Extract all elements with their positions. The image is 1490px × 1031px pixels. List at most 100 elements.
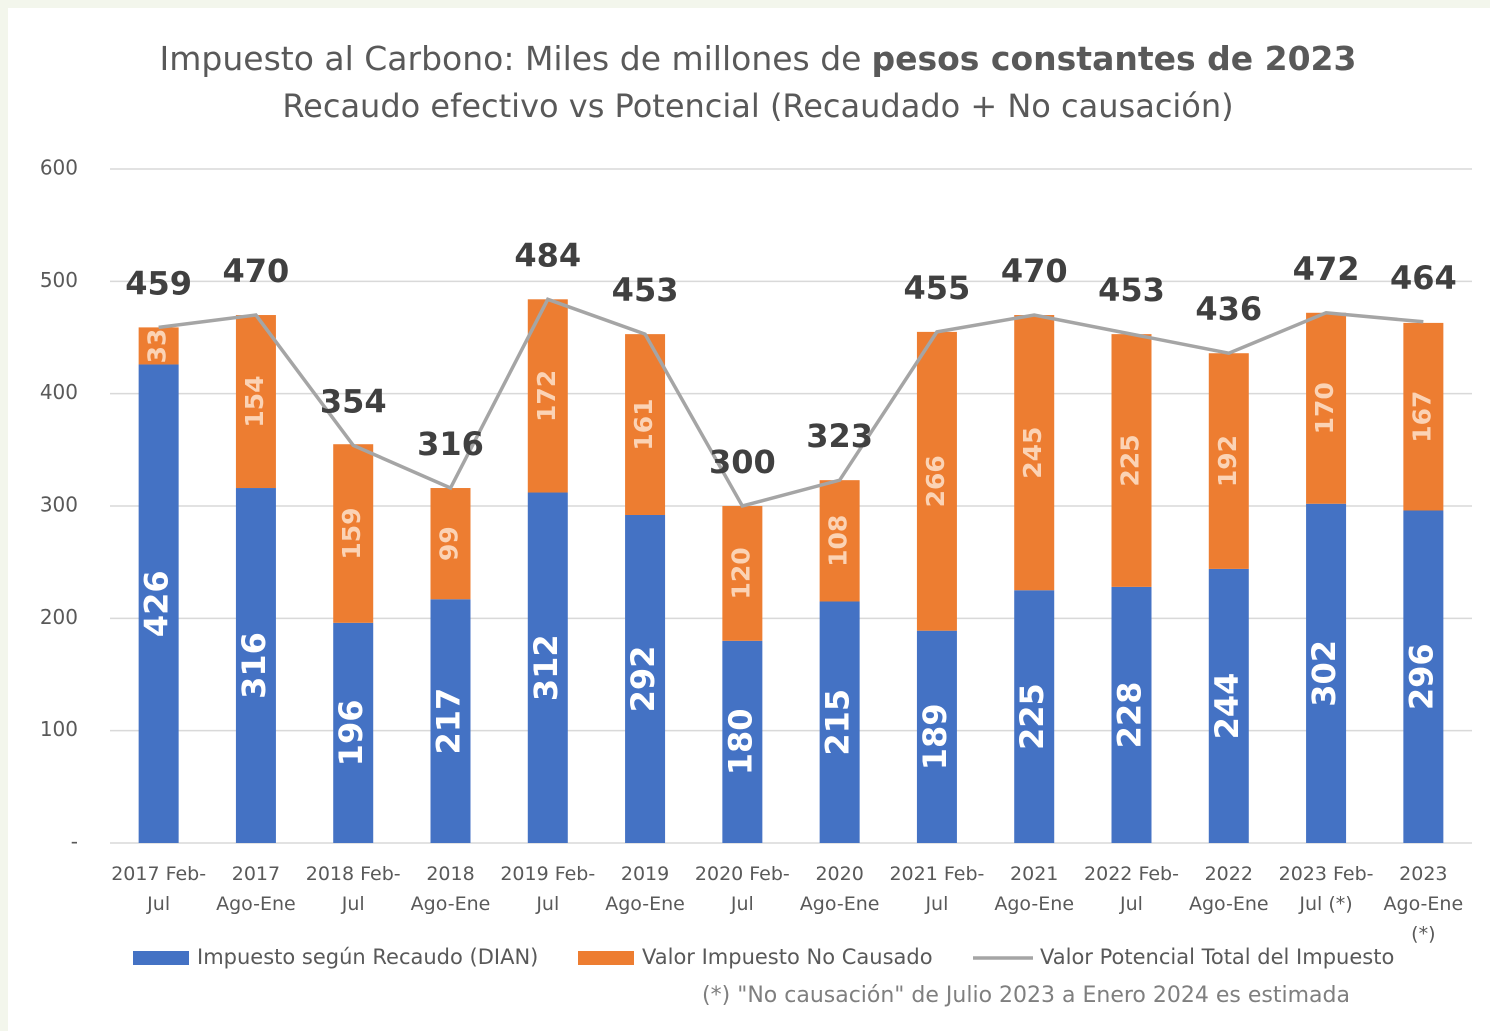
bar-segment [430,599,471,843]
y-tick-label: 500 [40,268,78,292]
x-tick-label: 2019 Feb-Jul [500,863,596,915]
bar-segment [1306,312,1347,504]
data-label: 108 [824,515,853,567]
x-tick-label: 2022 Feb-Jul [1084,863,1179,915]
legend-label: Valor Potencial Total del Impuesto [1040,945,1394,969]
y-tick-label: - [71,830,78,854]
bar-segment [333,622,374,843]
x-tick-label: 2020 Ago-Ene [799,863,880,915]
line-label: 453 [1098,271,1165,309]
data-label: 228 [1111,682,1149,749]
data-label: 154 [240,375,269,427]
bar-segment [527,492,568,843]
chart-title: Impuesto al Carbono: Miles de millones d… [160,39,1357,78]
data-label: 316 [235,632,273,699]
bar-segment [1014,315,1055,591]
line-label: 470 [1001,252,1068,290]
title-normal: Impuesto al Carbono: Miles de millones d… [160,39,862,78]
data-label: 189 [916,703,954,770]
data-label: 170 [1310,382,1339,434]
bar-segment [1111,586,1152,843]
y-tick-label: 600 [40,156,78,180]
data-label: 33 [143,329,172,364]
chart-container: Impuesto al Carbono: Miles de millones d… [8,8,1490,1031]
data-label: 159 [337,507,366,559]
x-tick-label: 2017 Ago-Ene [216,863,296,915]
data-label: 196 [332,700,370,767]
data-label: 245 [1018,427,1047,479]
bar-segment [722,640,763,843]
bar-segment [1403,510,1444,843]
data-label: 120 [726,547,755,599]
data-label: 99 [435,526,464,561]
bar-segment [333,444,374,623]
bar-segment [819,480,860,602]
data-label: 217 [430,688,468,755]
data-label: 161 [629,398,658,450]
data-label: 180 [721,709,759,776]
legend-label: Impuesto según Recaudo (DIAN) [197,945,538,969]
bar-segment [819,601,860,843]
bar-segment [1208,353,1249,569]
bar-segment [235,315,276,489]
bar-segment [625,514,666,843]
x-tick-label: 2022 Ago-Ene [1188,863,1269,915]
bar-segment [138,364,179,843]
x-tick-label: 2017 Feb-Jul [111,863,207,915]
bar-segment [138,327,179,365]
y-tick-label: 400 [40,380,78,404]
bar-segment [1306,503,1347,843]
bar-segment [722,506,763,641]
line-label: 459 [125,264,192,302]
line-label: 316 [417,425,484,463]
x-tick-label: 2019 Ago-Ene [605,863,685,915]
line-label: 464 [1390,259,1457,297]
bar-segment [1111,334,1152,587]
line-label: 470 [223,252,290,290]
y-tick-label: 300 [40,493,78,517]
data-label: 192 [1213,435,1242,487]
data-label: 215 [819,689,857,756]
bar-segment [235,488,276,843]
data-label: 266 [921,455,950,507]
line-label: 484 [514,236,581,274]
y-tick-label: 100 [40,717,78,741]
data-label: 426 [138,570,176,637]
title-bold: pesos constantes de 2023 [871,39,1356,78]
chart-subtitle: Recaudo efectivo vs Potencial (Recaudado… [282,87,1233,125]
footnote: (*) "No causación" de Julio 2023 a Enero… [702,983,1350,1008]
line-label: 354 [320,382,387,420]
line-label: 436 [1195,290,1262,328]
legend-swatch [133,951,189,965]
data-label: 302 [1305,640,1343,707]
legend-label: Valor Impuesto No Causado [642,945,933,969]
data-label: 167 [1407,391,1436,443]
x-tick-label: 2020 Feb-Jul [694,863,790,915]
bar-segment [430,488,471,600]
line-series [158,297,1424,509]
line-label: 323 [806,417,873,455]
x-tick-label: 2021 Ago-Ene [994,863,1075,915]
data-label: 292 [624,646,662,713]
x-tick-label: 2021 Feb-Jul [889,863,985,915]
bar-segment [625,334,666,515]
bar-segment [916,630,957,843]
chart: Impuesto al Carbono: Miles de millones d… [40,39,1472,1008]
line-label: 453 [612,271,679,309]
data-label: 225 [1116,434,1145,486]
line-label: 455 [904,269,971,307]
data-label: 225 [1013,683,1051,750]
bar-segment [1014,590,1055,843]
bar-segment [1403,322,1444,511]
data-label: 312 [527,634,565,701]
x-tick-label: 2023 Feb-Jul (*) [1278,863,1374,915]
line-label: 472 [1293,250,1360,288]
x-tick-label: 2018 Ago-Ene [410,863,491,915]
data-label: 172 [532,370,561,422]
data-label: 296 [1402,643,1440,710]
x-tick-label: 2023 Ago-Ene (*) [1383,863,1464,945]
legend-swatch [578,951,634,965]
bar-segment [916,331,957,631]
x-tick-label: 2018 Feb-Jul [305,863,401,915]
y-tick-label: 200 [40,605,78,629]
